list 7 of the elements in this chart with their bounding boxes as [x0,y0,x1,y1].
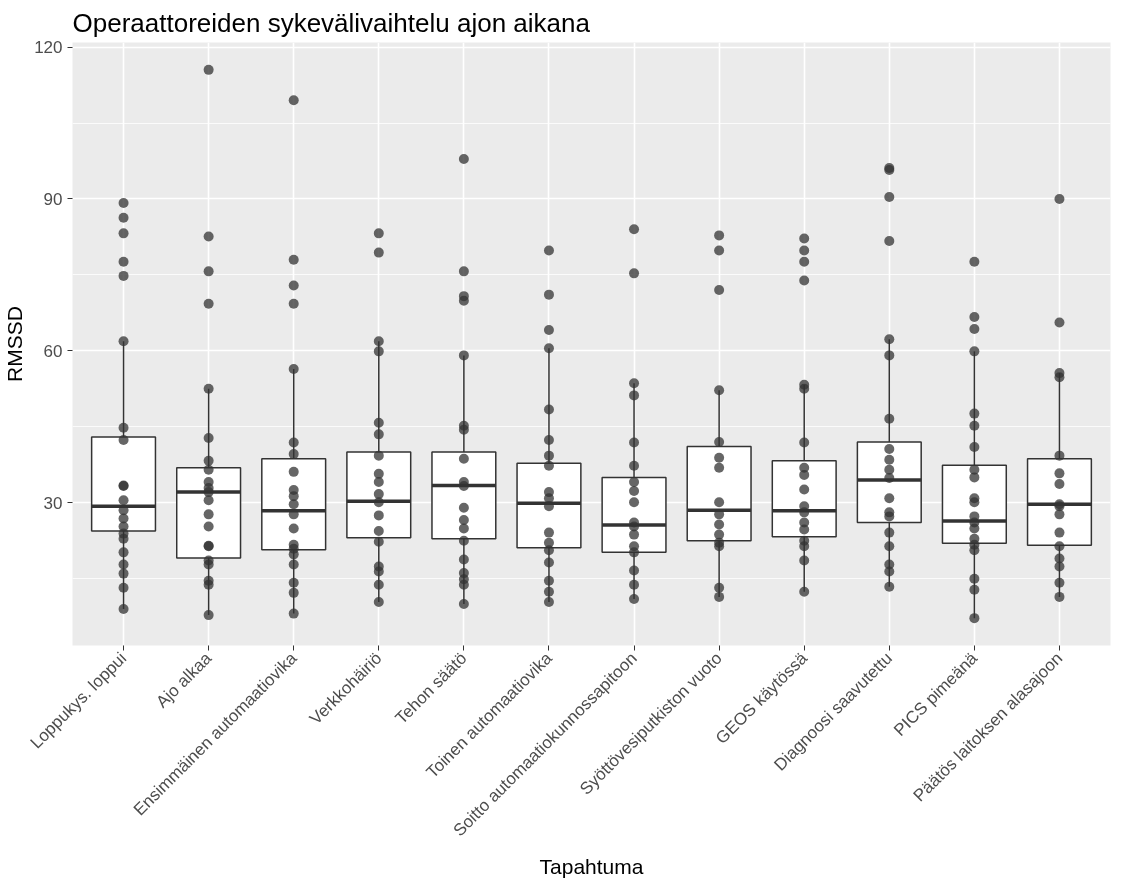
x-axis-title: Tapahtuma [539,854,644,878]
y-tick-label: 120 [34,38,63,58]
y-tick-label: 30 [43,493,63,513]
y-axis-title: RMSSD [3,306,27,382]
y-tick-label: 90 [43,189,63,209]
y-tick-label: 60 [43,341,63,361]
chart-title: Operaattoreiden sykevälivaihtelu ajon aikana [72,7,591,38]
